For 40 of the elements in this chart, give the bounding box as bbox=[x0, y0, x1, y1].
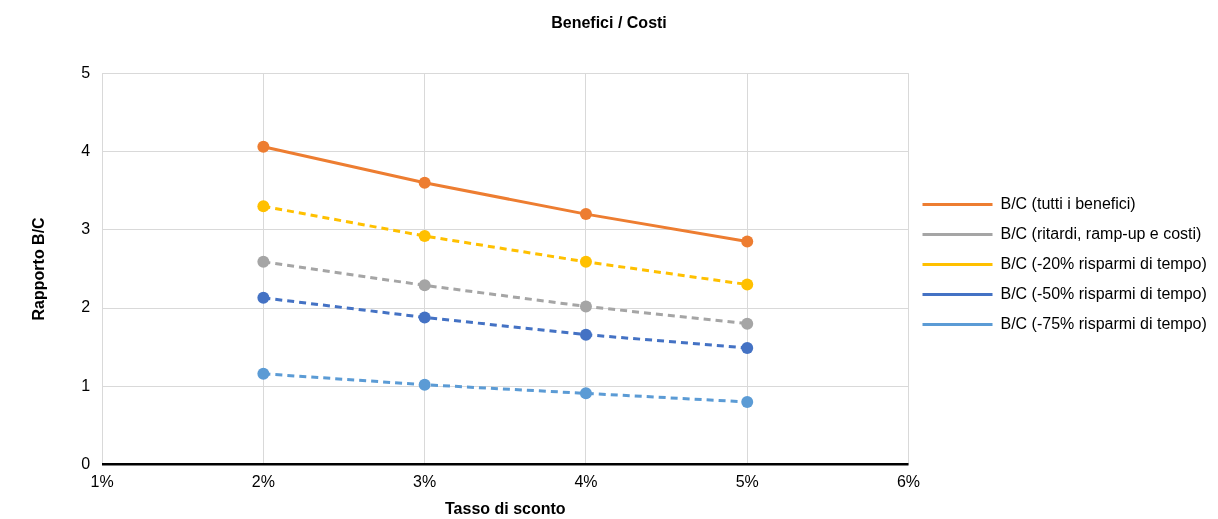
point bbox=[741, 317, 754, 330]
x-axis-title: Tasso di sconto bbox=[444, 499, 566, 517]
point bbox=[418, 378, 431, 391]
point bbox=[257, 291, 270, 304]
point bbox=[579, 208, 592, 221]
point bbox=[741, 235, 754, 248]
legend-label: B/C (-20% risparmi di tempo) bbox=[1000, 254, 1207, 272]
x-tick-label: 5% bbox=[735, 472, 759, 490]
y-tick-label: 1 bbox=[81, 376, 91, 394]
chart-title: Benefici / Costi bbox=[551, 14, 667, 32]
point bbox=[418, 176, 431, 189]
y-axis-title: Rapporto B/C bbox=[30, 216, 48, 321]
x-tick-label: 3% bbox=[413, 472, 437, 490]
y-tick-label: 4 bbox=[81, 141, 91, 159]
point bbox=[579, 255, 592, 268]
point bbox=[418, 311, 431, 324]
point bbox=[741, 341, 754, 354]
point bbox=[418, 279, 431, 292]
x-tick-label: 2% bbox=[251, 472, 275, 490]
y-tick-label: 3 bbox=[81, 220, 91, 238]
point bbox=[741, 278, 754, 291]
point bbox=[257, 200, 270, 213]
x-tick-label: 6% bbox=[896, 472, 921, 490]
y-tick-label: 0 bbox=[81, 455, 91, 473]
point bbox=[418, 230, 431, 243]
legend-label: B/C (-75% risparmi di tempo) bbox=[1000, 314, 1207, 332]
legend-label: B/C (ritardi, ramp-up e costi) bbox=[1000, 224, 1202, 242]
point bbox=[741, 395, 754, 408]
point bbox=[579, 300, 592, 313]
legend-label: B/C (-50% risparmi di tempo) bbox=[1000, 284, 1207, 302]
x-tick-label: 4% bbox=[574, 472, 598, 490]
y-tick-label: 5 bbox=[81, 63, 91, 81]
point bbox=[579, 328, 592, 341]
point bbox=[257, 367, 270, 380]
point bbox=[579, 387, 592, 400]
point bbox=[257, 140, 270, 153]
y-tick-label: 2 bbox=[81, 298, 91, 316]
point bbox=[257, 255, 270, 268]
legend-label: B/C (tutti i benefici) bbox=[1000, 194, 1136, 212]
x-tick-label: 1% bbox=[90, 472, 114, 490]
